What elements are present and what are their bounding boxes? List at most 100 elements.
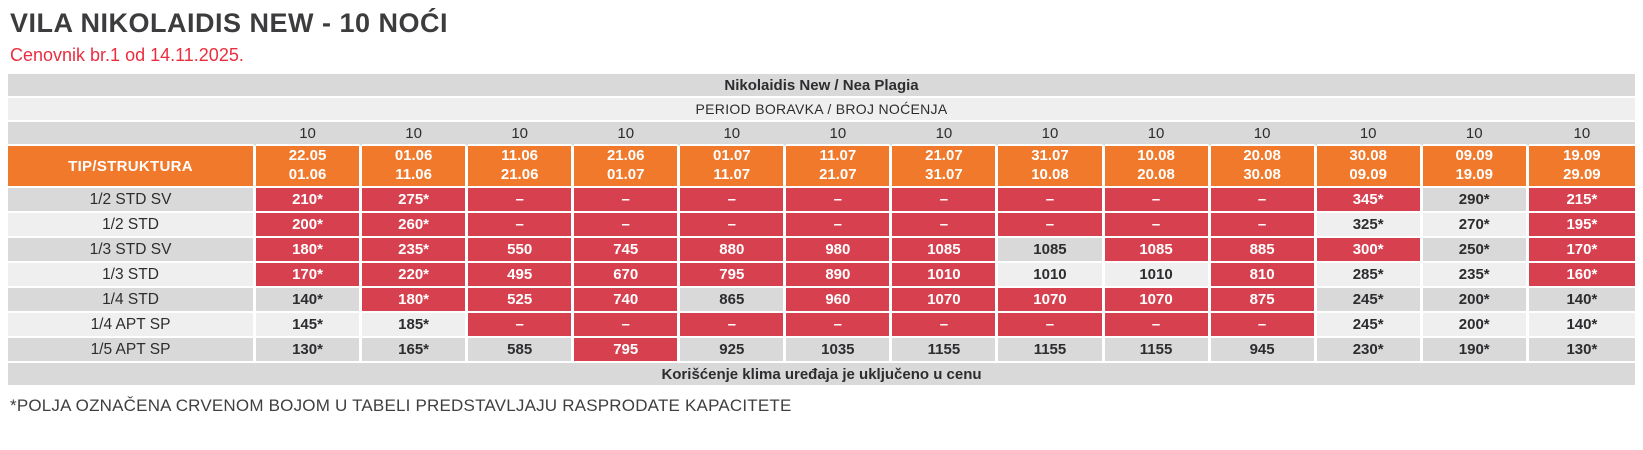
- price-table: Nikolaidis New / Nea Plagia PERIOD BORAV…: [8, 74, 1635, 387]
- table-row: 1/5 APT SP 130* 165* 585 795 925 1035 1155 1155 1…: [8, 338, 1635, 363]
- price-cell: 245*: [1316, 288, 1423, 313]
- price-cell: 285*: [1316, 263, 1423, 288]
- price-cell: 1070: [892, 288, 999, 313]
- page-title: VILA NIKOLAIDIS NEW - 10 NOĆI: [10, 8, 449, 38]
- price-cell: –: [1210, 213, 1317, 238]
- period-to: 09.09: [1349, 166, 1387, 183]
- price-cell: 275*: [362, 188, 469, 213]
- type-structure-header: TIP/STRUKTURA: [8, 146, 256, 188]
- nights-value: 10: [680, 122, 787, 146]
- price-cell: 160*: [1528, 263, 1635, 288]
- period-to: 30.08: [1243, 166, 1281, 183]
- period-from: 11.06: [501, 147, 539, 165]
- nights-value: 10: [1210, 122, 1317, 146]
- price-cell: –: [998, 188, 1105, 213]
- period-header-cell: 01.06 11.06: [362, 146, 469, 188]
- room-type-label: 1/3 STD: [8, 263, 256, 288]
- period-to: 29.09: [1563, 166, 1601, 183]
- price-cell: 325*: [1316, 213, 1423, 238]
- period-from: 01.06: [394, 147, 433, 165]
- period-to: 21.07: [819, 166, 857, 183]
- period-header-cell: 19.09 29.09: [1528, 146, 1635, 188]
- nights-value: 10: [998, 122, 1105, 146]
- price-list-date: Cenovnik br.1 od 14.11.2025.: [10, 45, 244, 65]
- price-cell: –: [1210, 188, 1317, 213]
- period-to: 01.07: [606, 166, 645, 183]
- price-cell: –: [680, 213, 787, 238]
- price-cell: 230*: [1316, 338, 1423, 363]
- price-cell: 195*: [1528, 213, 1635, 238]
- sold-out-note: *POLJA OZNAČENA CRVENOM BOJOM U TABELI P…: [10, 396, 792, 415]
- table-head-rows: Nikolaidis New / Nea Plagia PERIOD BORAV…: [8, 74, 1635, 188]
- price-cell: –: [574, 188, 681, 213]
- nights-row: 10 10 10 10 10 10 10 10 10 10 10 10 10: [8, 122, 1635, 146]
- price-cell: 345*: [1316, 188, 1423, 213]
- price-cell: 795: [574, 338, 681, 363]
- period-from: 30.08: [1349, 147, 1387, 165]
- period-to: 31.07: [925, 166, 963, 183]
- price-cell: 210*: [256, 188, 363, 213]
- price-cell: 1085: [1104, 238, 1211, 263]
- price-cell: 865: [680, 288, 787, 313]
- price-cell: 235*: [362, 238, 469, 263]
- price-cell: 1070: [998, 288, 1105, 313]
- period-from: 20.08: [1243, 147, 1281, 165]
- price-cell: –: [1104, 213, 1211, 238]
- price-cell: 180*: [362, 288, 469, 313]
- period-header-cell: 30.08 09.09: [1316, 146, 1423, 188]
- period-header-cell: 31.07 10.08: [998, 146, 1105, 188]
- price-cell: 140*: [1528, 288, 1635, 313]
- nights-value: 10: [1422, 122, 1529, 146]
- price-cell: 1035: [786, 338, 893, 363]
- nights-value: 10: [468, 122, 575, 146]
- price-cell: 945: [1210, 338, 1317, 363]
- nights-value: 10: [362, 122, 469, 146]
- price-cell: 1085: [892, 238, 999, 263]
- price-cell: 200*: [256, 213, 363, 238]
- period-from: 01.07: [713, 147, 751, 165]
- nights-row-spacer: [8, 122, 256, 146]
- period-header-cell: 11.07 21.07: [786, 146, 893, 188]
- price-cell: 885: [1210, 238, 1317, 263]
- price-cell: –: [998, 213, 1105, 238]
- price-cell: 165*: [362, 338, 469, 363]
- nights-value: 10: [574, 122, 681, 146]
- period-header-cell: 22.05 01.06: [256, 146, 363, 188]
- period-header-cell: 21.07 31.07: [892, 146, 999, 188]
- price-cell: 130*: [1528, 338, 1635, 363]
- price-cell: 1010: [892, 263, 999, 288]
- price-cell: 745: [574, 238, 681, 263]
- table-row: 1/3 STD 170* 220* 495 670 795 890 1010 1010 1010 8…: [8, 263, 1635, 288]
- period-from: 11.07: [819, 147, 857, 165]
- price-cell: –: [1104, 188, 1211, 213]
- price-cell: 1085: [998, 238, 1105, 263]
- price-cell: 170*: [256, 263, 363, 288]
- climate-note: Korišćenje klima uređaja je uključeno u …: [8, 363, 1635, 387]
- price-cell: 1155: [998, 338, 1105, 363]
- price-cell: 260*: [362, 213, 469, 238]
- price-cell: 170*: [1528, 238, 1635, 263]
- room-type-label: 1/4 APT SP: [8, 313, 256, 338]
- price-cell: 740: [574, 288, 681, 313]
- price-cell: 130*: [256, 338, 363, 363]
- price-cell: –: [468, 213, 575, 238]
- table-footer-rows: Korišćenje klima uređaja je uključeno u …: [8, 363, 1635, 387]
- period-header-cell: 01.07 11.07: [680, 146, 787, 188]
- price-cell: 200*: [1422, 313, 1529, 338]
- price-cell: 1010: [1104, 263, 1211, 288]
- period-from: 10.08: [1137, 147, 1175, 165]
- price-cell: –: [998, 313, 1105, 338]
- price-cell: 880: [680, 238, 787, 263]
- period-to: 11.07: [713, 166, 751, 183]
- price-cell: 980: [786, 238, 893, 263]
- price-cell: 925: [680, 338, 787, 363]
- period-to: 19.09: [1455, 166, 1493, 183]
- price-cell: –: [786, 313, 893, 338]
- price-cell: –: [1210, 313, 1317, 338]
- price-cell: 670: [574, 263, 681, 288]
- table-row: 1/2 STD 200* 260* – – – – – – – –325* 270* 195*: [8, 213, 1635, 238]
- price-cell: 190*: [1422, 338, 1529, 363]
- price-cell: –: [892, 188, 999, 213]
- price-cell: 960: [786, 288, 893, 313]
- price-cell: 1070: [1104, 288, 1211, 313]
